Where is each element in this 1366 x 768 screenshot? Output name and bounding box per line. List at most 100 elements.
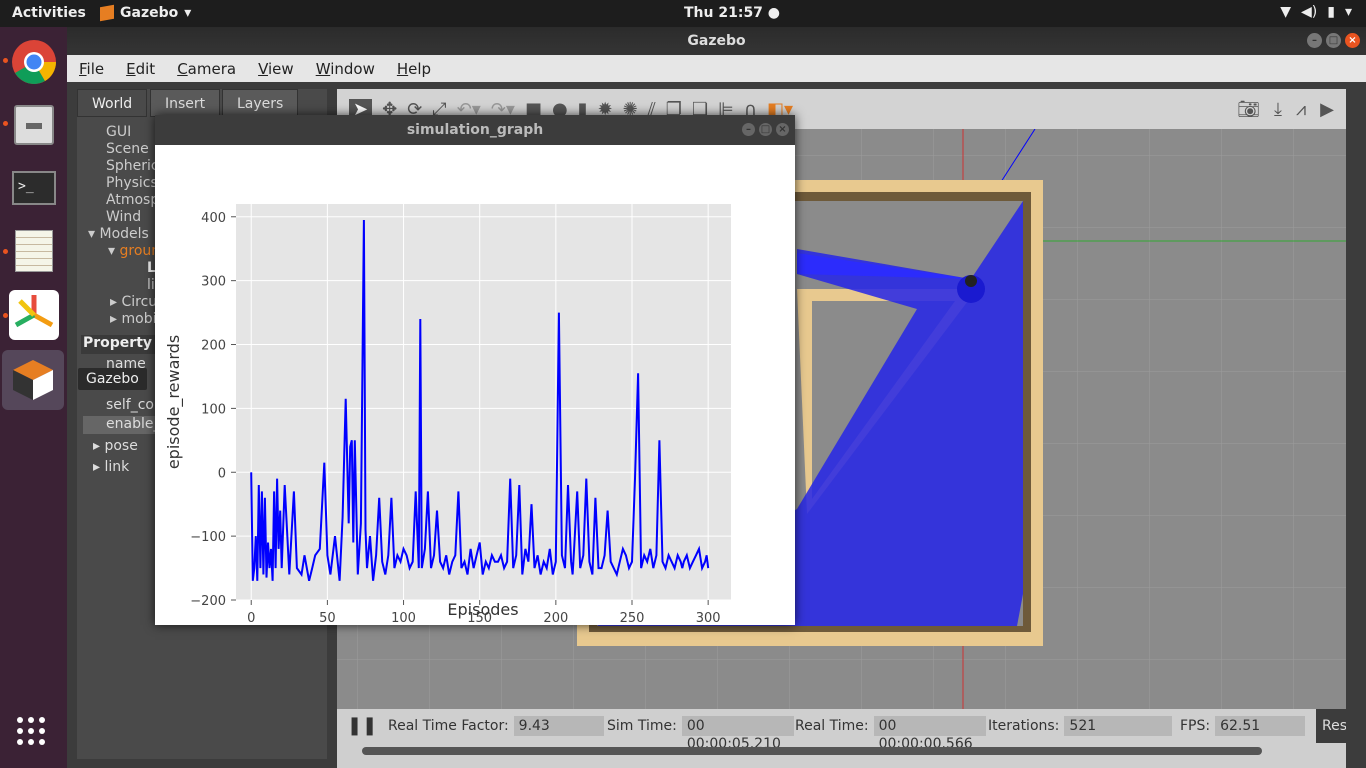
minimize-button[interactable]: – xyxy=(1307,33,1322,48)
scale-mode-icon[interactable]: ⤢ xyxy=(432,98,447,120)
copy-icon[interactable]: ❐ xyxy=(665,98,682,120)
video-icon[interactable]: ▶ xyxy=(1320,98,1334,120)
system-tray[interactable]: ▼ ◀) ▮ ▾ xyxy=(1280,4,1352,20)
view-angle-icon[interactable]: ◧▾ xyxy=(766,98,793,120)
battery-icon: ▮ xyxy=(1327,4,1335,20)
popup-close-button[interactable]: × xyxy=(776,123,789,136)
translate-mode-icon[interactable]: ✥ xyxy=(382,98,398,120)
tab-insert[interactable]: Insert xyxy=(150,89,221,117)
popup-titlebar[interactable]: simulation_graph – □ × xyxy=(155,115,795,145)
gazebo-icon xyxy=(100,4,114,22)
y-tick-label: −100 xyxy=(190,530,226,545)
iterations-label: Iterations: xyxy=(988,718,1060,734)
tree-item[interactable]: Wind xyxy=(106,209,142,225)
iterations-value: 521 xyxy=(1064,716,1173,736)
align-icon[interactable]: ⊫ xyxy=(718,98,734,120)
status-bar: ❚❚ Real Time Factor: 9.43 Sim Time: 00 00:… xyxy=(337,709,1346,768)
property-row-pose[interactable]: ▸ pose xyxy=(93,438,138,454)
maximize-button[interactable]: □ xyxy=(1326,33,1341,48)
rotate-mode-icon[interactable]: ⟳ xyxy=(407,98,423,120)
tree-item-label: Models xyxy=(99,226,149,242)
menu-edit[interactable]: Edit xyxy=(126,59,156,78)
log-icon[interactable]: ⤓ xyxy=(1274,98,1282,120)
redo-icon[interactable]: ↷▾ xyxy=(490,98,515,120)
plot-icon[interactable]: ⩘ xyxy=(1296,98,1307,120)
y-tick-label: 100 xyxy=(201,402,226,417)
magnet-icon[interactable]: ∩ xyxy=(743,98,757,120)
chrome-icon[interactable] xyxy=(9,37,59,87)
reset-time-button[interactable]: Res xyxy=(1316,709,1346,743)
window-titlebar[interactable]: Gazebo – □ × xyxy=(67,27,1366,55)
files-icon[interactable] xyxy=(9,100,59,150)
menu-window[interactable]: Window xyxy=(315,59,375,78)
volume-icon: ◀) xyxy=(1301,4,1318,20)
close-button[interactable]: × xyxy=(1345,33,1360,48)
y-tick-label: 0 xyxy=(218,466,226,481)
plot-area xyxy=(236,204,731,600)
popup-window-controls: – □ × xyxy=(742,123,789,136)
sim-time-value: 00 00:00:05.210 xyxy=(681,716,794,752)
tree-item[interactable]: L xyxy=(147,260,156,276)
x-tick-label: 0 xyxy=(247,611,255,625)
pause-button[interactable]: ❚❚ xyxy=(347,715,378,736)
running-indicator xyxy=(3,58,8,63)
undo-icon[interactable]: ↶▾ xyxy=(456,98,481,120)
x-tick-label: 100 xyxy=(391,611,416,625)
tab-layers[interactable]: Layers xyxy=(222,89,299,117)
tree-item[interactable]: Physics xyxy=(106,175,158,191)
menu-file[interactable]: File xyxy=(79,59,105,78)
popup-minimize-button[interactable]: – xyxy=(742,123,755,136)
x-tick-label: 250 xyxy=(620,611,645,625)
gazebo-dock-icon[interactable] xyxy=(2,350,64,410)
x-axis-label: Episodes xyxy=(447,600,518,619)
directional-light-icon[interactable]: ⫽ xyxy=(647,98,656,120)
sphere-shape-icon[interactable]: ● xyxy=(551,98,568,120)
spot-light-icon[interactable]: ✺ xyxy=(622,98,638,120)
rtf-label: Real Time Factor: xyxy=(388,718,509,734)
terminal-icon[interactable]: >_ xyxy=(9,163,59,213)
cylinder-shape-icon[interactable]: ▮ xyxy=(577,98,588,120)
right-toolbar: 📷︎ ⤓ ⩘ ▶ xyxy=(1237,99,1346,120)
show-apps-icon[interactable] xyxy=(17,717,45,745)
text-editor-icon[interactable] xyxy=(9,226,59,276)
x-tick-label: 50 xyxy=(319,611,336,625)
real-time-factor: Real Time Factor: 9.43 xyxy=(388,716,604,736)
activities-button[interactable]: Activities xyxy=(12,5,86,21)
horizontal-scrollbar[interactable] xyxy=(362,747,1262,755)
tree-item[interactable]: li xyxy=(147,277,155,293)
real-time-label: Real Time: xyxy=(795,718,869,734)
point-light-icon[interactable]: ✹ xyxy=(597,98,613,120)
tab-world[interactable]: World xyxy=(77,89,148,117)
clock-text: Thu 21:57 xyxy=(684,5,763,21)
popup-title: simulation_graph xyxy=(406,122,544,138)
rviz-icon[interactable] xyxy=(9,290,59,340)
box-shape-icon[interactable]: ■ xyxy=(524,98,542,120)
tree-item[interactable]: Scene xyxy=(106,141,149,157)
running-indicator xyxy=(3,121,8,126)
x-tick-label: 150 xyxy=(467,611,492,625)
screenshot-icon[interactable]: 📷︎ xyxy=(1237,98,1261,120)
rewards-chart: 0 50 100 150 200 250 300−200−1000100200300400 … xyxy=(164,204,731,626)
expand-icon: ▸ xyxy=(93,459,105,475)
property-row-link[interactable]: ▸ link xyxy=(93,459,129,475)
tree-item[interactable]: GUI xyxy=(106,124,132,140)
y-tick-label: 200 xyxy=(201,339,226,354)
tree-item[interactable]: Spherical xyxy=(106,158,172,174)
menu-camera[interactable]: Camera xyxy=(177,59,237,78)
expand-icon: ▾ xyxy=(88,226,100,242)
paste-icon[interactable]: ❏ xyxy=(691,98,709,120)
property-label: link xyxy=(104,459,130,475)
menu-help[interactable]: Help xyxy=(396,59,432,78)
fps-value: 62.51 xyxy=(1215,716,1306,736)
expand-icon: ▸ xyxy=(110,294,122,310)
popup-maximize-button[interactable]: □ xyxy=(759,123,772,136)
axis-ticks: 0 50 100 150 200 250 300 −200 −100 0 100 200 300 400 xyxy=(190,211,720,626)
app-menu[interactable]: Gazebo ▾ xyxy=(100,4,191,22)
top-bar: Activities Gazebo ▾ Thu 21:57 ● ▼ ◀) ▮ ▾ xyxy=(0,0,1366,27)
clock[interactable]: Thu 21:57 ● xyxy=(684,5,781,21)
menu-view[interactable]: View xyxy=(258,59,294,78)
tree-item-models[interactable]: ▾ Models xyxy=(77,226,191,243)
x-tick-label: 200 xyxy=(543,611,568,625)
y-tick-label: 300 xyxy=(201,275,226,290)
select-mode-icon[interactable]: ➤ xyxy=(349,98,373,120)
